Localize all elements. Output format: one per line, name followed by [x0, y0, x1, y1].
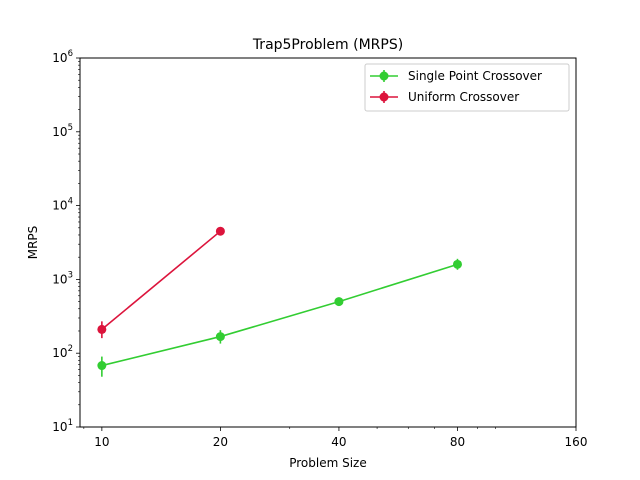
legend-box — [364, 63, 570, 112]
x-tick-label: 40 — [331, 435, 346, 449]
y-tick-exponent: 6 — [68, 49, 73, 59]
y-tick-label: 102 — [52, 344, 73, 360]
legend: Single Point Crossover Uniform Crossover — [364, 63, 570, 112]
y-tick-exponent: 5 — [68, 123, 73, 133]
y-tick-label: 101 — [52, 418, 73, 434]
legend-label: Single Point Crossover — [408, 69, 542, 83]
legend-label: Uniform Crossover — [408, 90, 519, 104]
x-tick-label: 160 — [565, 435, 588, 449]
y-axis-label: MRPS — [26, 226, 40, 260]
data-point — [97, 361, 107, 371]
y-tick-label: 104 — [52, 197, 73, 213]
series-layer — [97, 226, 462, 377]
y-tick-base: 10 — [52, 199, 67, 213]
x-tick-label: 20 — [213, 435, 228, 449]
legend-marker — [379, 71, 389, 81]
x-tick-label: 80 — [450, 435, 465, 449]
y-tick-exponent: 3 — [68, 270, 73, 280]
series-1 — [97, 226, 225, 339]
data-point — [334, 297, 344, 307]
data-point — [452, 259, 462, 269]
x-tick-label: 10 — [94, 435, 109, 449]
series-line — [101, 230, 221, 331]
series-0 — [97, 258, 462, 377]
chart-title: Trap5Problem (MRPS) — [252, 37, 403, 53]
legend-marker — [379, 92, 389, 102]
data-point — [97, 324, 107, 334]
legend-item: Single Point Crossover — [370, 69, 542, 83]
data-point — [215, 332, 225, 342]
y-tick-base: 10 — [52, 346, 67, 360]
y-tick-label: 106 — [52, 49, 73, 65]
y-tick-base: 10 — [52, 125, 67, 139]
y-tick-label: 105 — [52, 123, 73, 139]
series-line — [101, 263, 458, 367]
plot-area — [79, 57, 577, 428]
y-tick-exponent: 1 — [68, 418, 73, 428]
legend-item: Uniform Crossover — [370, 90, 519, 104]
y-tick-exponent: 4 — [68, 197, 73, 207]
data-point — [215, 226, 225, 236]
x-axis-ticks: 10 20 40 80 160 — [83, 427, 588, 449]
y-tick-exponent: 2 — [68, 344, 73, 354]
y-tick-label: 103 — [52, 270, 73, 286]
y-tick-base: 10 — [52, 420, 67, 434]
x-axis-label: Problem Size — [289, 456, 367, 470]
y-tick-base: 10 — [52, 51, 67, 65]
y-tick-base: 10 — [52, 272, 67, 286]
